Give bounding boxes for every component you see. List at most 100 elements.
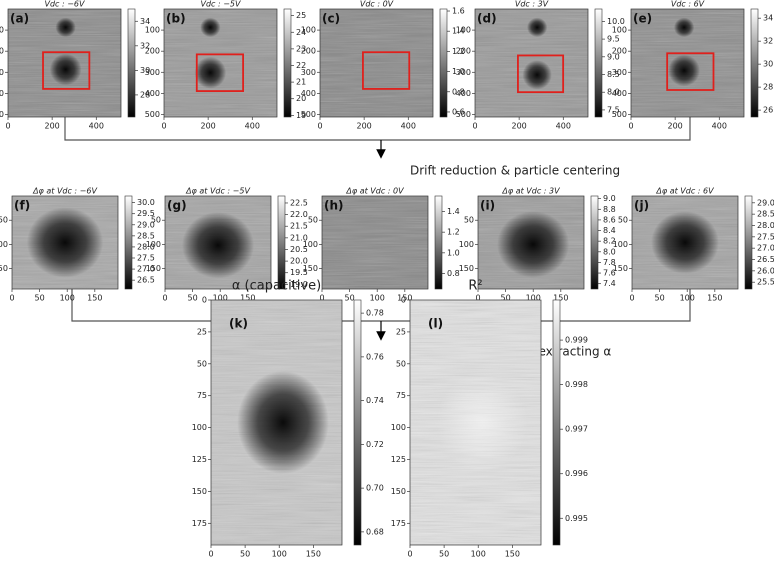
y-tick-label: 200 xyxy=(301,47,316,56)
panel-title: Vdc : 0V xyxy=(360,0,394,9)
colorbar xyxy=(594,8,603,118)
image-noise xyxy=(320,9,433,117)
colorbar-tick-label: 29.0 xyxy=(137,220,155,229)
y-tick-label: 25 xyxy=(396,327,406,336)
colorbar xyxy=(552,299,561,546)
particle xyxy=(49,53,82,86)
x-tick-label: 100 xyxy=(60,294,75,303)
y-tick-label: 200 xyxy=(145,47,160,56)
y-tick-label: 500 xyxy=(0,110,4,119)
particle xyxy=(181,212,255,279)
y-tick-label: 200 xyxy=(0,47,4,56)
panel: Δφ at Vdc : −5V (g) 0 50 100 150 50 100 150 19.0 1… xyxy=(146,187,308,303)
colorbar xyxy=(353,299,362,546)
image-frame xyxy=(164,195,272,290)
colorbar-tick-label: 8.5 xyxy=(607,70,620,79)
x-tick-label: 0 xyxy=(161,122,166,131)
x-tick-label: 100 xyxy=(213,294,228,303)
y-tick-label: 175 xyxy=(391,519,406,528)
y-tick-label: 50 xyxy=(0,216,8,225)
x-tick-label: 200 xyxy=(512,122,527,131)
colorbar-tick-label: 1.0 xyxy=(452,67,465,76)
panel-title: Vdc : −6V xyxy=(45,0,86,9)
y-tick-label: 100 xyxy=(612,26,627,35)
colorbar-tick-label: 30 xyxy=(763,60,773,69)
image-frame xyxy=(11,195,119,290)
image-frame xyxy=(319,8,434,118)
colorbar xyxy=(124,195,133,290)
colorbar-tick-label: 0.998 xyxy=(565,380,588,389)
x-tick-label: 50 xyxy=(439,550,449,559)
y-tick-label: 0 xyxy=(202,296,207,305)
colorbar-tick-label: 8.4 xyxy=(603,226,616,235)
colorbar-tick-label: 0.995 xyxy=(565,514,588,523)
colorbar-tick-label: 1.4 xyxy=(447,207,460,216)
colorbar-tick-label: 0.997 xyxy=(565,425,588,434)
colorbar-tick-label: 1.0 xyxy=(447,248,460,257)
panel: Δφ at Vdc : 6V (j) 0 50 100 150 50 100 150 25.5 26… xyxy=(613,187,774,303)
roi-box xyxy=(362,51,411,90)
colorbar-tick-label: 7.4 xyxy=(603,279,616,288)
colorbar-tick-label: 0.8 xyxy=(447,269,460,278)
y-tick-label: 100 xyxy=(0,26,4,35)
y-tick-label: 150 xyxy=(391,487,406,496)
x-tick-label: 0 xyxy=(475,294,480,303)
colorbar-tick-label: 7.5 xyxy=(607,105,620,114)
y-tick-label: 300 xyxy=(0,68,4,77)
x-tick-label: 50 xyxy=(345,294,355,303)
x-tick-label: 150 xyxy=(87,294,102,303)
colorbar-tick-label: 27.5 xyxy=(137,254,155,263)
colorbar-tick-label: 8.0 xyxy=(607,88,620,97)
x-tick-label: 100 xyxy=(526,294,541,303)
y-tick-label: 100 xyxy=(192,423,207,432)
x-tick-label: 150 xyxy=(306,550,321,559)
flow-step: Drift reduction & particle centering xyxy=(410,164,620,178)
y-tick-label: 25 xyxy=(197,327,207,336)
x-tick-label: 0 xyxy=(208,550,213,559)
panel-label: (h) xyxy=(324,199,344,213)
x-tick-label: 150 xyxy=(505,550,520,559)
panel-title: Vdc : 3V xyxy=(515,0,549,9)
colorbar-tick-label: 28 xyxy=(763,83,773,92)
colorbar-tick-label: 8.8 xyxy=(603,205,616,214)
panel-label: (l) xyxy=(428,317,443,331)
particle xyxy=(673,17,695,38)
x-tick-label: 50 xyxy=(501,294,511,303)
y-tick-label: 100 xyxy=(303,240,318,249)
panel: Vdc : −6V (a) 0 200 400 100 200 300 400 500 28 30 32… xyxy=(0,0,150,131)
x-tick-label: 400 xyxy=(712,122,727,131)
colorbar-tick-label: 9.0 xyxy=(607,52,620,61)
y-tick-label: 500 xyxy=(456,110,471,119)
colorbar-tick-label: 28.0 xyxy=(757,221,774,230)
colorbar-tick-label: 8.2 xyxy=(603,237,616,246)
image-frame xyxy=(477,195,585,290)
colorbar-tick-label: 0.78 xyxy=(366,309,384,318)
colorbar xyxy=(277,195,286,290)
y-tick-label: 150 xyxy=(0,264,8,273)
panel: α (capacitive) (k) 0 50 100 150 0 25 50 75 100 125 1… xyxy=(192,279,384,559)
panel-title: Δφ at Vdc : 3V xyxy=(501,187,560,196)
y-tick-label: 75 xyxy=(396,391,406,400)
y-tick-label: 400 xyxy=(145,89,160,98)
y-tick-label: 100 xyxy=(391,423,406,432)
x-tick-label: 100 xyxy=(471,550,486,559)
panel-title: α (capacitive) xyxy=(232,279,321,294)
y-tick-label: 50 xyxy=(308,216,318,225)
colorbar xyxy=(434,195,443,290)
colorbar-tick-label: 25.5 xyxy=(757,278,774,287)
colorbar-tick-label: 28 xyxy=(140,90,150,99)
x-tick-label: 50 xyxy=(240,550,250,559)
colorbar xyxy=(127,8,136,118)
image-noise xyxy=(322,196,428,289)
colorbar-tick-label: 19.0 xyxy=(290,280,308,289)
colorbar-tick-label: 27.5 xyxy=(757,232,774,241)
x-tick-label: 200 xyxy=(45,122,60,131)
colorbar-tick-label: 10.0 xyxy=(607,17,625,26)
colorbar-tick-label: 32 xyxy=(140,41,150,50)
x-tick-label: 200 xyxy=(668,122,683,131)
halo xyxy=(436,373,528,472)
colorbar-tick-label: 0.72 xyxy=(366,440,384,449)
colorbar-tick-label: 26 xyxy=(763,106,773,115)
